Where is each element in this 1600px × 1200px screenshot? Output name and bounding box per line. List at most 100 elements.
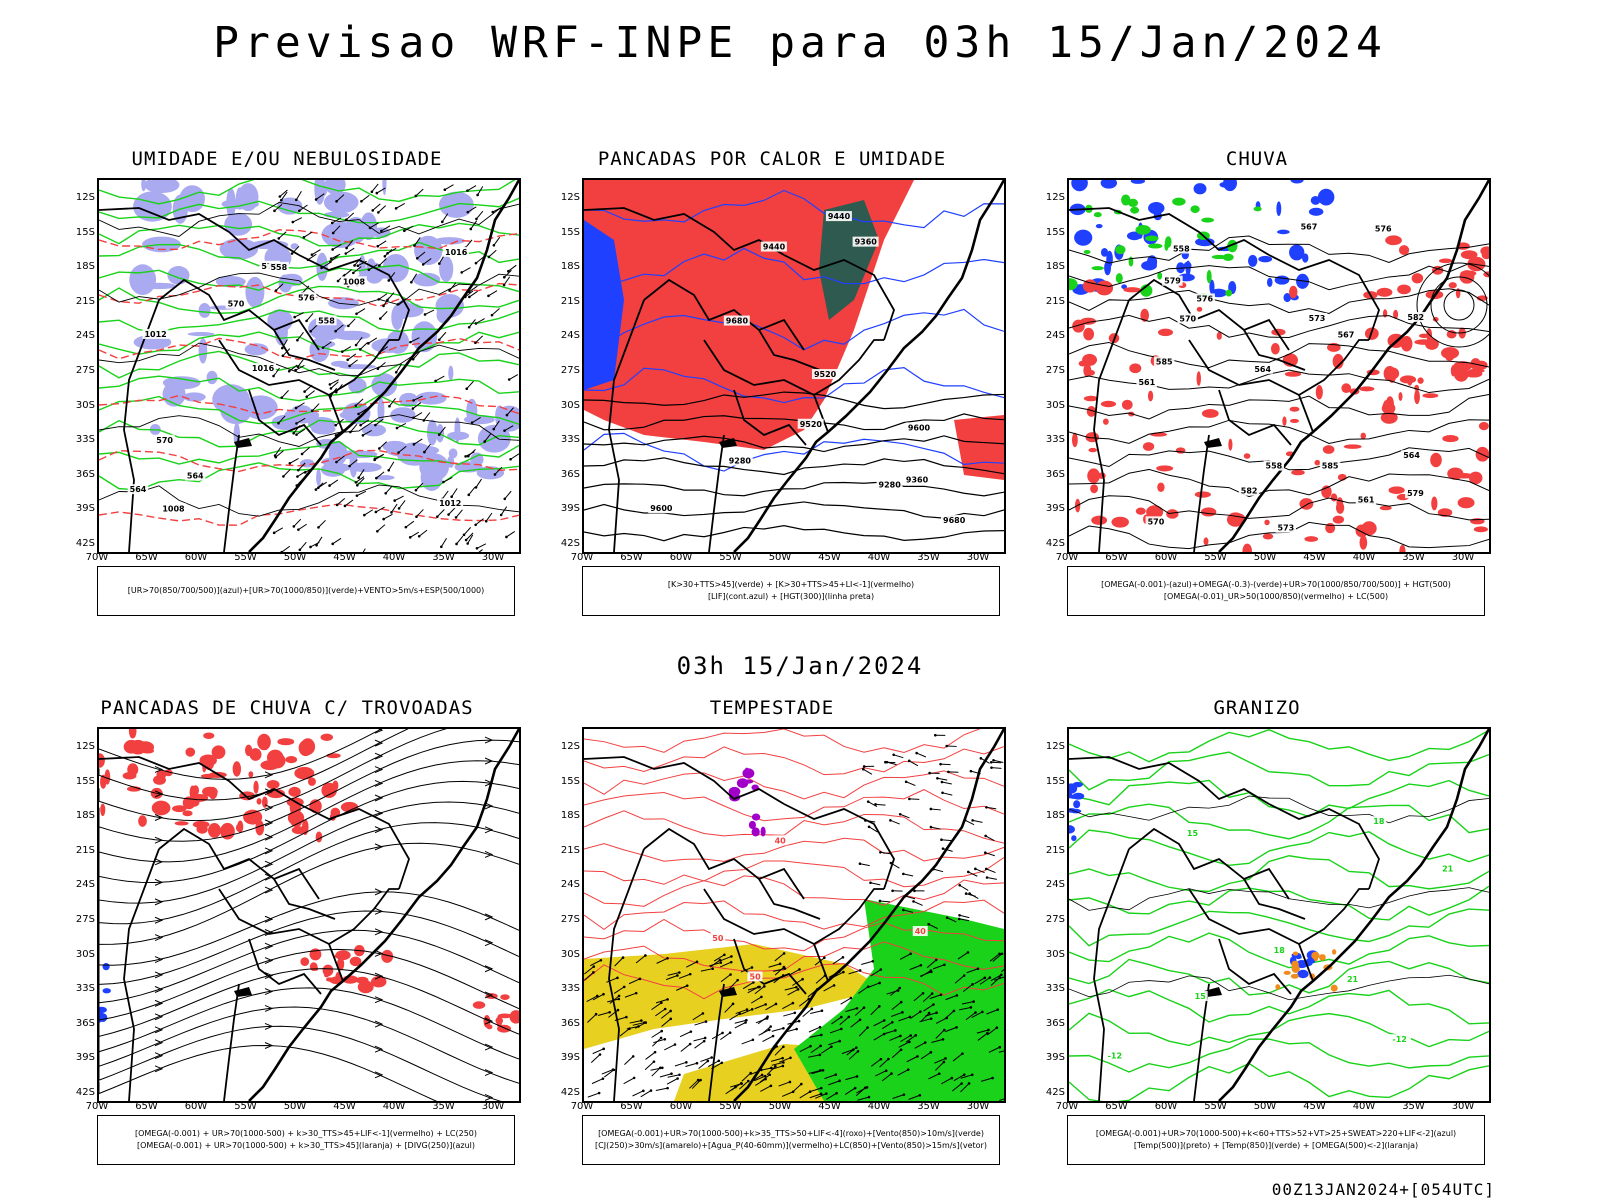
lat-tick-label: 30S [75,399,95,411]
lat-tick-label: 42S [1045,538,1065,549]
legend-box: [UR>70(850/700/500)](azul)+[UR>70(1000/8… [97,566,515,616]
main-title: Previsao WRF-INPE para 03h 15/Jan/2024 [213,18,1387,68]
lat-tick-label: 21S [560,295,580,307]
lon-tick-label: 35W [432,552,455,563]
lon-tick-label: 40W [382,552,406,563]
lon-tick-label: 50W [283,552,307,563]
svg-text:9360: 9360 [906,475,929,484]
panel-title: PANCADAS POR CALOR E UMIDADE [597,148,947,170]
lon-tick-label: 70W [570,1101,594,1112]
svg-text:1016: 1016 [252,364,275,373]
svg-text:585: 585 [1322,461,1339,470]
contour-labels: 585 585 582 582 579 579 576 576 573 573 570 570 567 5… [1136,221,1426,533]
lon-tick-label: 60W [669,552,693,563]
legend-line: [OMEGA(-0.001)-(azul)+OMEGA(-0.3)-(verde… [1101,580,1451,589]
svg-text:576: 576 [1375,224,1392,233]
lon-tick-label: 60W [669,1101,693,1112]
lat-tick-label: 42S [1045,1087,1065,1098]
lat-tick-label: 15S [1045,775,1065,787]
lat-tick-label: 36S [1045,468,1065,480]
svg-text:573: 573 [1309,314,1326,323]
lon-tick-label: 50W [768,552,792,563]
lon-tick-label: 30W [966,552,990,563]
lon-tick-label: 55W [719,552,742,563]
svg-text:567: 567 [1338,330,1355,339]
lon-tick-label: 35W [917,552,940,563]
lat-tick-label: 18S [1045,261,1065,273]
map-layers: 585 585 582 582 579 579 576 576 573 573 570 570 567 5… [1069,180,1489,552]
lon-tick-label: 55W [1204,552,1227,563]
lon-tick-label: 65W [620,1101,643,1112]
lat-tick-label: 15S [1045,226,1065,238]
wind-vectors [272,183,519,552]
lat-tick-label: 27S [1045,365,1065,376]
svg-text:576: 576 [1196,294,1213,303]
svg-text:582: 582 [1241,487,1258,496]
lat-tick-label: 36S [560,1017,580,1029]
map-layers: 50 50 40 40 [584,729,1004,1101]
lon-tick-label: 30W [1451,552,1475,563]
lon-tick-label: 50W [283,1101,307,1112]
legend-line: [OMEGA(-0.01)_UR>50(1000/850)(vermelho) … [1163,592,1389,601]
contour-labels: -12 -12 15 15 21 21 18 18 [1105,816,1456,1061]
legend-box: [OMEGA(-0.001)-(azul)+OMEGA(-0.3)-(verde… [1067,566,1485,616]
lon-tick-label: 55W [234,1101,257,1112]
lon-tick-label: 55W [719,1101,742,1112]
svg-text:9360: 9360 [855,238,878,247]
coastline [248,180,519,552]
lon-tick-label: 30W [481,1101,505,1112]
map-area: 585 585 582 582 579 579 576 576 573 573 570 570 567 5… [1067,178,1491,554]
lat-tick-label: 42S [560,1087,580,1098]
map-layers: -12 -12 15 15 21 21 18 18 [1069,729,1489,1101]
legend-line: [K>30+TTS>45](verde) + [K>30+TTS>45+LI<-… [667,580,915,589]
lon-tick-label: 35W [1402,552,1425,563]
panel-granizo: GRANIZO -12 -12 15 15 21 21 18 18 12S 15S 18S 21S 24S… [1017,697,1497,1187]
precip-water-red-contours [584,729,1004,1000]
svg-text:585: 585 [1156,357,1173,366]
svg-text:9440: 9440 [828,212,851,221]
svg-text:9520: 9520 [800,420,823,429]
panel-pancadas-calor: PANCADAS POR CALOR E UMIDADE 9600 9600 9520… [532,148,1012,638]
lon-tick-label: 55W [234,552,257,563]
svg-text:18: 18 [1274,946,1286,955]
svg-text:-12: -12 [1108,1052,1122,1061]
lon-tick-label: 65W [135,1101,158,1112]
lat-tick-label: 27S [75,365,95,376]
legend-line: [OMEGA(-0.001)+UR>70(1000-500)+k>35_TTS>… [598,1129,984,1138]
svg-text:561: 561 [1358,496,1375,505]
svg-text:40: 40 [915,927,927,936]
svg-text:9600: 9600 [908,423,931,432]
coastline [1218,180,1489,552]
lat-tick-label: 30S [75,948,95,960]
lat-tick-label: 12S [560,192,580,203]
svg-text:558: 558 [1173,245,1190,254]
legend-box: [OMEGA(-0.001)+UR>70(1000-500)+k>35_TTS>… [582,1115,1000,1165]
panel-title: PANCADAS DE CHUVA C/ TROVOADAS [100,697,474,719]
lon-tick-label: 40W [382,1101,406,1112]
lat-tick-label: 33S [75,434,95,446]
svg-text:1012: 1012 [144,330,166,339]
lat-tick-label: 39S [560,1052,580,1064]
lat-tick-label: 42S [75,538,95,549]
lon-tick-label: 70W [570,552,594,563]
lat-tick-label: 39S [75,1052,95,1064]
legend-line: [UR>70(850/700/500)](azul)+[UR>70(1000/8… [127,586,485,595]
severe-purple-areas [728,767,766,837]
map-layers: 1012101210161016100810085765765705705645… [99,180,519,552]
lon-tick-label: 35W [917,1101,940,1112]
lon-tick-label: 30W [481,552,505,563]
lon-tick-label: 60W [184,552,208,563]
svg-text:582: 582 [1407,313,1424,322]
lon-tick-label: 55W [1204,1101,1227,1112]
svg-text:579: 579 [1407,489,1424,498]
lat-tick-label: 15S [560,226,580,238]
legend-box: [K>30+TTS>45](verde) + [K>30+TTS>45+LI<-… [582,566,1000,616]
lat-tick-label: 33S [1045,983,1065,995]
lon-tick-label: 30W [1451,1101,1475,1112]
lon-tick-label: 40W [1352,552,1376,563]
svg-text:564: 564 [130,485,147,494]
lon-tick-label: 70W [1055,1101,1079,1112]
legend-line: [CJ(250)>30m/s](amarelo)+[Agua_P(40-60mm… [595,1141,987,1150]
svg-text:40: 40 [775,836,787,845]
panel-pancadas-trovoadas: PANCADAS DE CHUVA C/ TROVOADAS 12S 15S 18S 2… [47,697,527,1187]
